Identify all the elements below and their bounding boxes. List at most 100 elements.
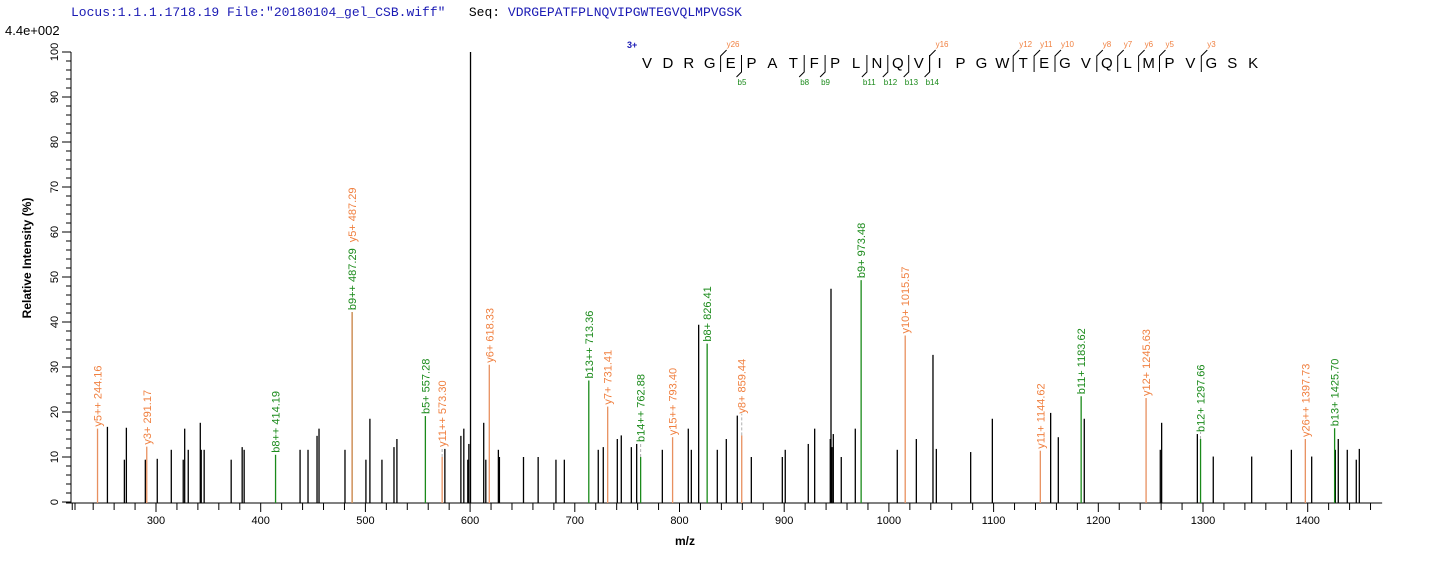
peak-label-b: b9++ 487.29 (347, 248, 359, 310)
residue-letter: L (852, 55, 860, 72)
b-cleavage-mark (798, 55, 805, 78)
peak-label-y: y5+ 487.29 (347, 188, 359, 243)
y-cleavage-mark (1096, 49, 1104, 72)
x-tick-label: 1400 (1295, 515, 1319, 527)
residue-letter: N (871, 55, 882, 72)
y-cleavage-mark (720, 49, 727, 72)
y-cleavage-mark (1012, 49, 1020, 72)
y-tick-label: 0 (49, 499, 61, 505)
residue-letter: G (976, 55, 988, 72)
peak-label-y: y11++ 573.30 (437, 380, 449, 446)
spectrum-header: Locus:1.1.1.1718.19 File:"20180104_gel_C… (71, 5, 742, 20)
residue-letter: P (830, 55, 840, 72)
residue-letter: D (662, 55, 673, 72)
residue-letter: L (1124, 55, 1132, 72)
y-cleavage-mark (1033, 49, 1041, 72)
y-tick-label: 80 (49, 136, 61, 148)
y-ion-label: y7 (1124, 40, 1133, 49)
b-cleavage-mark (882, 55, 889, 78)
y-tick-label: 50 (49, 271, 61, 283)
residue-letter: T (789, 55, 798, 72)
x-tick-label: 900 (775, 515, 793, 527)
peak-label-b: b12+ 1297.66 (1196, 364, 1208, 432)
y-tick-label: 20 (49, 406, 61, 418)
peaks (106, 52, 1360, 503)
residue-letter: A (767, 55, 777, 72)
peak-label-y: y3+ 291.17 (142, 390, 154, 445)
charge-state: 3+ (627, 40, 637, 50)
y-ion-label: y16 (936, 40, 949, 49)
peak-label-y: y12+ 1245.63 (1141, 329, 1153, 396)
peak-label-b: b13++ 713.36 (584, 311, 596, 379)
residue-letter: P (1164, 55, 1174, 72)
residue-letter: V (1081, 55, 1091, 72)
y-tick-label: 70 (49, 181, 61, 193)
peak-label-b: b8+ 826.41 (702, 286, 714, 341)
locus-file-text: Locus:1.1.1.1718.19 File:"20180104_gel_C… (71, 5, 446, 20)
residue-letter: P (955, 55, 965, 72)
residue-letter: E (1039, 55, 1049, 72)
peak-label-b: b14++ 762.88 (636, 374, 648, 442)
x-axis-title: m/z (675, 534, 695, 548)
peak-label-y: y10+ 1015.57 (900, 267, 912, 334)
peak-label-b: b8++ 414.19 (271, 391, 283, 453)
residue-letter: M (1142, 55, 1155, 72)
y-ion-label: y3 (1207, 40, 1216, 49)
residue-letter: F (810, 55, 819, 72)
x-tick-label: 300 (147, 515, 165, 527)
residue-letter: W (995, 55, 1010, 72)
axes: 0 10 20 30 40 50 60 70 80 90 100 300 400 500 600 700 800… (49, 43, 1383, 527)
residue-letter: G (1205, 55, 1217, 72)
b-ion-label: b8 (800, 78, 809, 87)
residue-letter: G (704, 55, 716, 72)
y-axis-title: Relative Intensity (%) (20, 198, 34, 319)
residue-letter: Q (1101, 55, 1113, 72)
x-tick-label: 1100 (982, 515, 1006, 527)
y-ion-label: y12 (1019, 40, 1032, 49)
peak-label-b: b13+ 1425.70 (1330, 359, 1342, 427)
peak-label-y: y8+ 859.44 (737, 359, 749, 414)
x-tick-label: 1300 (1191, 515, 1215, 527)
peak-label-b: b5+ 557.28 (420, 359, 432, 414)
residue-letter: V (914, 55, 924, 72)
peak-label-y: y7+ 731.41 (603, 350, 615, 405)
b-ion-label: b9 (821, 78, 830, 87)
residue-letter: S (1227, 55, 1237, 72)
peptide-sequence: VDRGEPATFPLNQVIPGWTEGVQLMPVGSK (507, 5, 742, 20)
b-ion-label: b14 (926, 78, 940, 87)
x-tick-label: 1200 (1086, 515, 1110, 527)
residue-letter: V (642, 55, 652, 72)
peak-label-y: y26++ 1397.73 (1300, 364, 1312, 437)
x-tick-label: 500 (356, 515, 374, 527)
b-cleavage-mark (819, 55, 826, 78)
peak-label-b: b11+ 1183.62 (1076, 328, 1088, 394)
annotations: y5++ 244.16 y3+ 291.17 b8++ 414.19 b9++ 487… (93, 188, 1342, 503)
residue-letter: I (938, 55, 942, 72)
y-ion-label: y6 (1145, 40, 1154, 49)
residue-letter: Q (892, 55, 904, 72)
x-tick-label: 700 (566, 515, 584, 527)
b-cleavage-mark (924, 55, 931, 78)
x-tick-label: 800 (670, 515, 688, 527)
x-tick-label: 600 (461, 515, 479, 527)
residue-letter: K (1248, 55, 1258, 72)
b-cleavage-mark (861, 55, 868, 78)
peak-label-y: y6+ 618.33 (484, 308, 496, 363)
peak-label-b: b9+ 973.48 (856, 223, 868, 278)
y-ion-label: y11 (1040, 40, 1053, 49)
b-ion-label: b11 (863, 78, 876, 87)
residue-letter: R (683, 55, 694, 72)
b-ion-label: b12 (884, 78, 898, 87)
y-tick-label: 100 (49, 43, 61, 61)
y-ion-label: y26 (727, 40, 740, 49)
y-cleavage-mark (1200, 49, 1208, 72)
x-tick-label: 1000 (877, 515, 901, 527)
residue-letter: T (1019, 55, 1028, 72)
b-ion-label: b13 (905, 78, 919, 87)
y-tick-label: 10 (49, 451, 61, 463)
residue-letter: G (1059, 55, 1071, 72)
y-cleavage-mark (929, 49, 936, 72)
peak-label-y: y15++ 793.40 (668, 368, 680, 435)
